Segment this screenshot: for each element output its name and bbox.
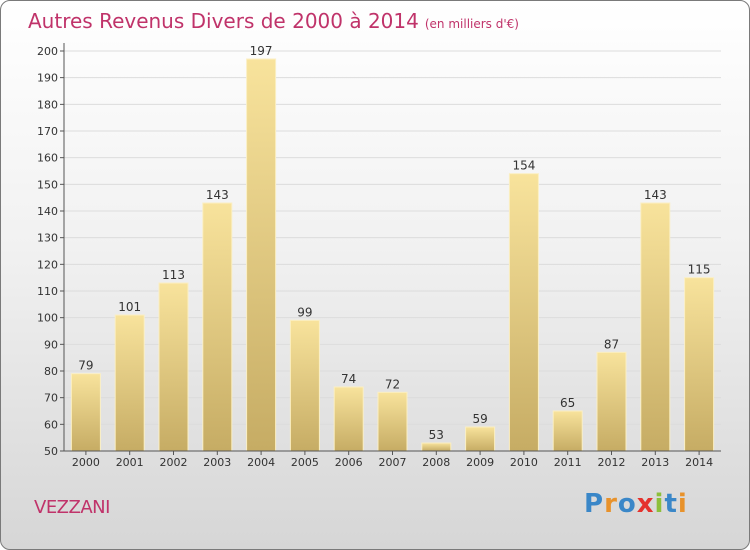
bar bbox=[465, 426, 496, 452]
y-tick-label: 100 bbox=[37, 312, 58, 325]
y-tick-label: 70 bbox=[44, 392, 58, 405]
data-label: 99 bbox=[297, 305, 312, 319]
x-tick-label: 2014 bbox=[685, 456, 713, 469]
bar bbox=[246, 58, 277, 452]
data-label: 72 bbox=[385, 377, 400, 391]
data-label: 101 bbox=[118, 300, 141, 314]
y-tick-label: 50 bbox=[44, 445, 58, 458]
x-tick-label: 2003 bbox=[203, 456, 231, 469]
logo-letter: t bbox=[664, 489, 678, 519]
data-label: 65 bbox=[560, 396, 575, 410]
x-tick-label: 2008 bbox=[422, 456, 450, 469]
x-tick-label: 2013 bbox=[641, 456, 669, 469]
y-tick-label: 160 bbox=[37, 152, 58, 165]
data-label: 113 bbox=[162, 268, 185, 282]
y-tick-label: 150 bbox=[37, 178, 58, 191]
bar bbox=[421, 442, 452, 452]
bar bbox=[70, 373, 101, 452]
title-unit: (en milliers d'€) bbox=[424, 17, 519, 31]
y-tick-label: 190 bbox=[37, 72, 58, 85]
x-tick-label: 2000 bbox=[72, 456, 100, 469]
data-label: 53 bbox=[429, 428, 444, 442]
logo-letter: P bbox=[584, 489, 605, 519]
y-tick-label: 170 bbox=[37, 125, 58, 138]
bar bbox=[202, 202, 233, 452]
bar bbox=[640, 202, 671, 452]
y-tick-label: 60 bbox=[44, 418, 58, 431]
data-label: 74 bbox=[341, 372, 356, 386]
x-tick-label: 2011 bbox=[554, 456, 582, 469]
bar bbox=[508, 173, 539, 452]
y-tick-label: 140 bbox=[37, 205, 58, 218]
logo-letter: x bbox=[636, 489, 655, 519]
y-tick-label: 200 bbox=[37, 45, 58, 58]
bar bbox=[596, 351, 627, 452]
bar bbox=[377, 391, 408, 452]
data-label: 143 bbox=[206, 188, 229, 202]
data-label: 154 bbox=[512, 159, 535, 173]
x-tick-label: 2012 bbox=[598, 456, 626, 469]
bar bbox=[333, 386, 364, 452]
town-name: VEZZANI bbox=[34, 497, 110, 518]
x-tick-label: 2004 bbox=[247, 456, 275, 469]
data-label: 79 bbox=[78, 359, 93, 373]
x-tick-label: 2006 bbox=[335, 456, 363, 469]
x-tick-label: 2002 bbox=[160, 456, 188, 469]
logo-letter: i bbox=[677, 489, 688, 519]
logo-letter: o bbox=[617, 489, 637, 519]
data-label: 115 bbox=[688, 263, 711, 277]
y-tick-label: 90 bbox=[44, 338, 58, 351]
title-main: Autres Revenus Divers de 2000 à 2014 bbox=[28, 9, 419, 33]
bar bbox=[158, 282, 189, 452]
logo-letter: i bbox=[654, 489, 665, 519]
x-tick-label: 2009 bbox=[466, 456, 494, 469]
x-tick-label: 2010 bbox=[510, 456, 538, 469]
bar bbox=[684, 277, 715, 452]
chart-title: Autres Revenus Divers de 2000 à 2014 (en … bbox=[28, 9, 519, 33]
y-tick-label: 180 bbox=[37, 98, 58, 111]
x-tick-label: 2007 bbox=[379, 456, 407, 469]
x-tick-label: 2005 bbox=[291, 456, 319, 469]
x-tick-label: 2001 bbox=[116, 456, 144, 469]
y-tick-label: 120 bbox=[37, 258, 58, 271]
y-tick-label: 130 bbox=[37, 232, 58, 245]
data-label: 87 bbox=[604, 337, 619, 351]
bar bbox=[114, 314, 145, 452]
y-tick-label: 110 bbox=[37, 285, 58, 298]
data-label: 143 bbox=[644, 188, 667, 202]
data-label: 197 bbox=[250, 44, 273, 58]
bar bbox=[289, 319, 320, 452]
bar bbox=[552, 410, 583, 452]
proxiti-logo: Proxiti bbox=[584, 489, 688, 519]
y-tick-label: 80 bbox=[44, 365, 58, 378]
logo-letter: r bbox=[604, 489, 618, 519]
data-label: 59 bbox=[472, 412, 487, 426]
